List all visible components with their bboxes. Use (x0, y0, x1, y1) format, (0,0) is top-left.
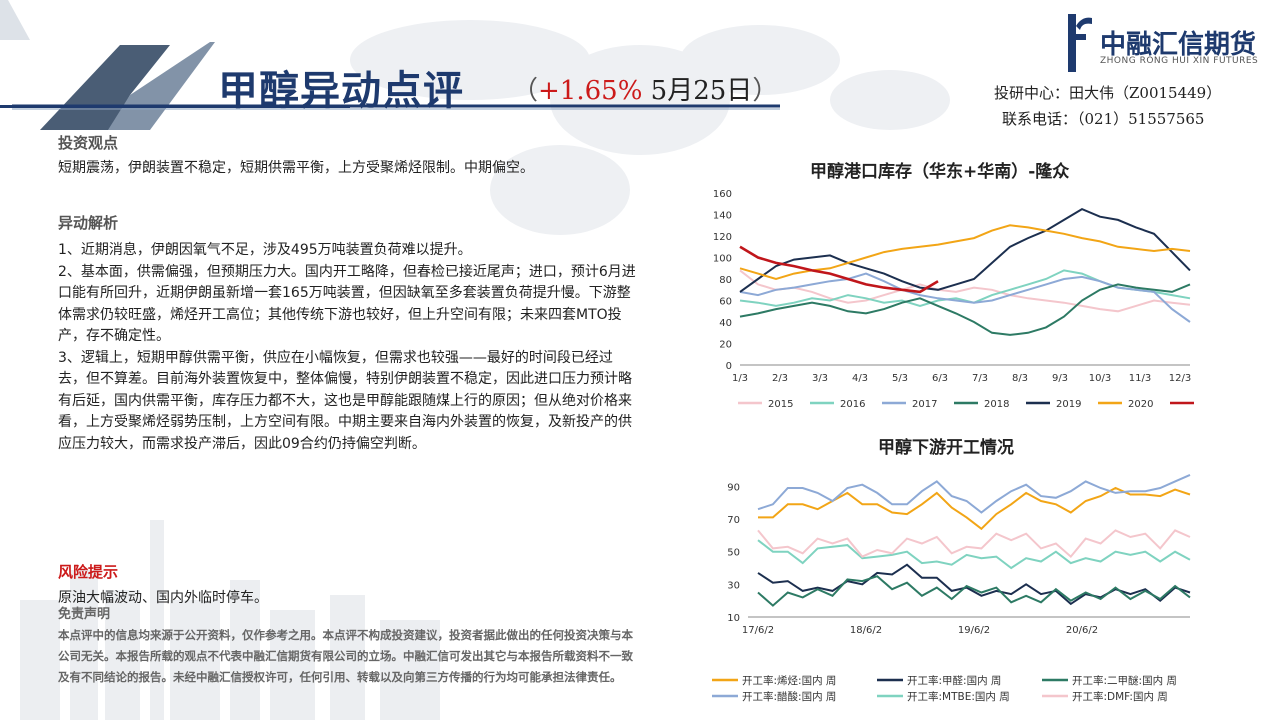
y-tick-label: 0 (726, 361, 732, 372)
legend-label-1: 开工率:烯烃:国内 周 (742, 674, 836, 687)
y-tick-label: 90 (727, 482, 740, 493)
subtitle-open-paren: （ (512, 76, 539, 106)
chart-port-inventory: 0 20 40 60 80 100 120 140 160 1/3 2/3 3/3 4/3 5/3 6/3 7… (713, 189, 1194, 410)
analysis-list: 1、近期消息，伊朗因氧气不足，涉及495万吨装置负荷难以提升。 2、基本面，供需… (58, 240, 636, 455)
series-line-2015 (739, 269, 1191, 313)
legend-label-2016: 2016 (840, 399, 865, 410)
legend-label-2017: 2017 (912, 399, 937, 410)
report-date: 5月25日 (642, 76, 753, 106)
legend-label-3: 开工率:二甲醚:国内 周 (1072, 674, 1177, 687)
chart-legend: 2015201620172018201920202021 (738, 399, 1194, 410)
series-line-2021 (739, 245, 939, 294)
price-change: +1.65% (538, 76, 643, 106)
x-tick-label: 1/3 (732, 373, 748, 384)
chart-downstream-title: 甲醇下游开工情况 (878, 438, 1014, 458)
x-tick-label: 7/3 (972, 373, 988, 384)
chart-inventory-title: 甲醇港口库存（华东+华南）-隆众 (810, 162, 1070, 182)
series-line-6 (757, 529, 1191, 559)
page-title: 甲醇异动点评 (218, 68, 464, 114)
y-tick-label: 100 (713, 254, 732, 265)
x-tick-label: 9/3 (1052, 373, 1068, 384)
series-line-2019 (739, 207, 1191, 293)
y-tick-label: 60 (719, 297, 732, 308)
x-tick-label: 2/3 (772, 373, 788, 384)
disclaimer-heading: 免责声明 (58, 607, 111, 622)
legend-label-6: 开工率:DMF:国内 周 (1072, 690, 1168, 703)
legend-label-5: 开工率:MTBE:国内 周 (907, 690, 1010, 703)
y-tick-label: 10 (727, 613, 740, 624)
x-tick-label: 20/6/2 (1066, 625, 1098, 636)
series-line-1 (758, 486, 1191, 531)
legend-label-2018: 2018 (984, 399, 1009, 410)
chart-legend: 开工率:烯烃:国内 周 开工率:甲醛:国内 周 开工率:二甲醚:国内 周开工率:醋酸… (712, 674, 1177, 703)
x-tick-label: 5/3 (892, 373, 908, 384)
analysis-item-3: 3、逻辑上，短期甲醇供需平衡，供应在小幅恢复，但需求也较强——最好的时间段已经过… (58, 349, 632, 452)
x-tick-label: 10/3 (1089, 373, 1111, 384)
legend-label-2: 开工率:甲醛:国内 周 (907, 674, 1001, 687)
legend-label-2015: 2015 (768, 399, 793, 410)
x-tick-label: 11/3 (1129, 373, 1151, 384)
disclaimer-text: 本点评中的信息均来源于公开资料，仅作参考之用。本点评不构成投资建议，投资者据此做… (58, 628, 633, 684)
series-line-2020 (739, 224, 1191, 281)
analysis-item-1: 1、近期消息，伊朗因氧气不足，涉及495万吨装置负荷难以提升。 (58, 242, 472, 258)
y-tick-label: 50 (727, 548, 740, 559)
x-tick-label: 8/3 (1012, 373, 1028, 384)
page-subtitle: （+1.65% 5月25日） (512, 70, 778, 107)
series-line-2017 (739, 272, 1191, 323)
legend-label-4: 开工率:醋酸:国内 周 (742, 690, 836, 703)
contact-phone: 联系电话：（021）51557565 (1002, 110, 1205, 128)
x-tick-label: 12/3 (1169, 373, 1191, 384)
x-tick-label: 17/6/2 (742, 625, 774, 636)
y-tick-label: 20 (719, 340, 732, 351)
x-tick-label: 4/3 (852, 373, 868, 384)
legend-label-2019: 2019 (1056, 399, 1081, 410)
series-line-5 (757, 539, 1191, 570)
company-name-en: ZHONG RONG HUI XIN FUTURES (1100, 56, 1259, 66)
analysis-heading: 异动解析 (58, 214, 119, 232)
legend-label-2020: 2020 (1128, 399, 1153, 410)
x-tick-label: 3/3 (812, 373, 828, 384)
series-line-4 (757, 473, 1191, 514)
y-tick-label: 120 (713, 232, 732, 243)
risk-text: 原油大幅波动、国内外临时停车。 (58, 590, 268, 606)
y-tick-label: 30 (727, 580, 740, 591)
y-tick-label: 140 (713, 211, 732, 222)
y-tick-label: 80 (719, 275, 732, 286)
y-tick-label: 160 (713, 189, 732, 200)
x-tick-label: 18/6/2 (850, 625, 882, 636)
x-tick-label: 6/3 (932, 373, 948, 384)
subtitle-close-paren: ） (752, 76, 779, 106)
y-tick-label: 40 (719, 318, 732, 329)
series-line-2018 (739, 283, 1191, 336)
risk-heading: 风险提示 (58, 563, 119, 581)
y-tick-label: 70 (727, 515, 740, 526)
chart-downstream-rates: 10 30 50 70 90 17/6/2 18/6/2 19/6/2 20/6/2 开工率:烯烃… (712, 473, 1191, 703)
investment-view-text: 短期震荡，伊朗装置不稳定，短期供需平衡，上方受聚烯烃限制。中期偏空。 (58, 160, 534, 176)
analyst-info: 投研中心：田大伟（Z0015449） (994, 84, 1222, 102)
series-line-2 (757, 563, 1191, 606)
x-tick-label: 19/6/2 (958, 625, 990, 636)
analysis-item-2: 2、基本面，供需偏强，但预期压力大。国内开工略降，但春检已接近尾声；进口，预计6… (58, 263, 636, 345)
series-line-3 (757, 575, 1191, 607)
company-logo-icon: zn (1068, 14, 1092, 72)
company-name: 中融汇信期货 (1100, 30, 1257, 60)
investment-view-heading: 投资观点 (58, 134, 119, 152)
